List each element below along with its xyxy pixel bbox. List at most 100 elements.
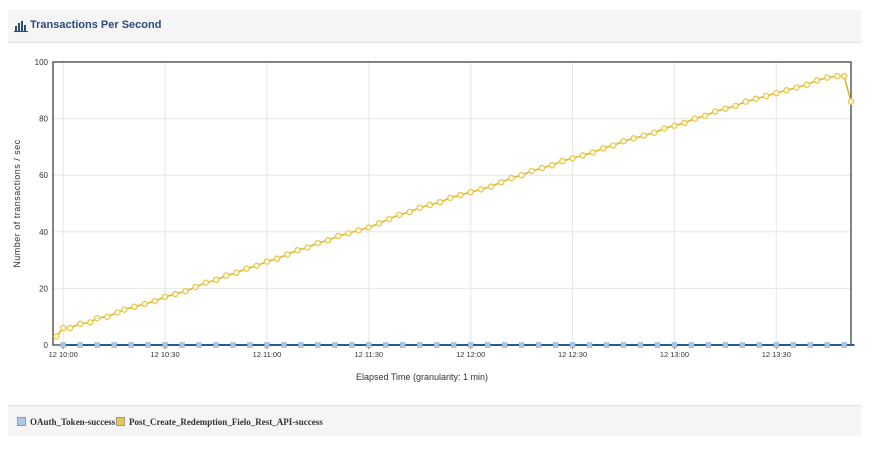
y-tick-label: 60 bbox=[39, 171, 48, 180]
series-post-create-point bbox=[202, 279, 210, 286]
series-post-create-point bbox=[803, 81, 811, 88]
series-post-create-point bbox=[477, 186, 485, 193]
series-post-create-point bbox=[650, 129, 658, 137]
series-post-create-point bbox=[131, 303, 138, 311]
series-oauth-point bbox=[145, 342, 151, 348]
series-oauth-point bbox=[569, 342, 576, 348]
series-post-create-point bbox=[76, 320, 84, 328]
chart-panel-header: Transactions Per Second bbox=[8, 10, 861, 43]
series-post-create-point bbox=[233, 269, 240, 277]
series-oauth-point bbox=[213, 342, 219, 348]
series-post-create-point bbox=[742, 98, 749, 105]
series-oauth-point bbox=[552, 342, 559, 348]
plot-area bbox=[53, 62, 851, 345]
series-post-create-point bbox=[53, 333, 60, 340]
series-post-create-point bbox=[375, 220, 383, 227]
series-post-create-point bbox=[436, 198, 444, 206]
series-post-create-point bbox=[396, 211, 403, 219]
series-post-create-point bbox=[783, 87, 790, 94]
panel-title: Transactions Per Second bbox=[30, 19, 162, 31]
series-post-create-point bbox=[548, 162, 556, 169]
series-post-create-point bbox=[273, 255, 281, 262]
series-post-create-point bbox=[406, 208, 413, 216]
series-post-create-point bbox=[314, 239, 322, 247]
series-oauth-point bbox=[60, 342, 66, 348]
series-post-create-point bbox=[538, 164, 546, 172]
series-post-create-point bbox=[773, 89, 780, 97]
series-post-create-point bbox=[59, 324, 67, 332]
y-axis-title: Number of transactions / sec bbox=[12, 139, 22, 268]
series-post-create-point bbox=[426, 201, 434, 209]
series-oauth-point bbox=[111, 342, 117, 348]
series-oauth-point bbox=[773, 342, 779, 348]
series-post-create-point bbox=[304, 244, 311, 251]
series-post-create-point bbox=[732, 102, 739, 110]
y-tick-label: 100 bbox=[35, 58, 49, 67]
series-post-create-point bbox=[66, 324, 74, 332]
chart-legend: OAuth_Token-success Post_Create_Redempti… bbox=[8, 405, 861, 436]
series-post-create-point bbox=[681, 119, 688, 127]
series-post-create-point bbox=[722, 105, 729, 112]
series-post-create-point bbox=[528, 167, 536, 175]
series-post-create-point bbox=[324, 237, 332, 244]
series-post-create-point bbox=[559, 157, 566, 165]
series-post-create-point bbox=[508, 174, 515, 182]
series-oauth-point bbox=[196, 342, 202, 348]
series-oauth-point bbox=[739, 342, 746, 348]
series-oauth-point bbox=[637, 342, 644, 348]
series-post-create-point bbox=[104, 313, 111, 320]
series-oauth-point bbox=[824, 342, 830, 348]
series-oauth-point bbox=[298, 342, 304, 348]
series-oauth-point bbox=[620, 342, 627, 348]
series-oauth-point bbox=[841, 342, 847, 348]
series-oauth-point bbox=[264, 342, 270, 348]
series-post-create-point bbox=[640, 132, 648, 139]
series-oauth-point bbox=[400, 342, 406, 348]
series-oauth-point bbox=[230, 342, 236, 348]
series-post-create-point bbox=[701, 112, 709, 120]
x-tick-label: 12 11:00 bbox=[253, 350, 282, 359]
series-post-create-point bbox=[840, 72, 848, 80]
series-oauth-point bbox=[756, 342, 763, 348]
series-post-create-point bbox=[447, 194, 454, 202]
legend-swatch-oauth bbox=[17, 417, 26, 427]
series-oauth-point bbox=[434, 342, 440, 348]
series-post-create-point bbox=[518, 171, 525, 179]
legend-item-oauth[interactable]: OAuth_Token-success bbox=[17, 416, 115, 428]
series-oauth-point bbox=[603, 342, 610, 348]
series-post-create-point bbox=[93, 314, 101, 322]
x-tick-label: 12 10:00 bbox=[49, 350, 78, 359]
legend-swatch-post-create bbox=[116, 417, 125, 427]
series-post-create-point bbox=[192, 283, 199, 291]
series-oauth-point bbox=[518, 342, 525, 348]
series-oauth-point bbox=[722, 342, 729, 348]
legend-label-oauth: OAuth_Token-success bbox=[30, 416, 116, 427]
series-oauth-point bbox=[179, 342, 185, 348]
series-post-create-point bbox=[161, 293, 169, 301]
x-tick-label: 12 10:30 bbox=[150, 350, 179, 359]
bar-chart-icon bbox=[14, 21, 28, 32]
series-oauth-point bbox=[705, 342, 712, 348]
series-post-create-point bbox=[847, 98, 855, 105]
x-tick-label: 12 11:30 bbox=[354, 350, 383, 359]
legend-item-post-create[interactable]: Post_Create_Redemption_Fielo_Rest_API-su… bbox=[116, 416, 323, 428]
series-post-create-point bbox=[253, 262, 260, 270]
series-oauth-point bbox=[281, 342, 287, 348]
series-post-create-point bbox=[284, 251, 291, 258]
y-tick-label: 40 bbox=[39, 228, 48, 237]
series-oauth-point bbox=[586, 342, 593, 348]
x-tick-label: 12 12:30 bbox=[558, 350, 587, 359]
series-oauth-point bbox=[535, 342, 542, 348]
series-post-create-point bbox=[263, 258, 271, 265]
series-post-create-point bbox=[345, 229, 352, 237]
x-tick-label: 12 13:00 bbox=[660, 350, 689, 359]
series-post-create-point bbox=[243, 265, 250, 272]
series-oauth-point bbox=[77, 342, 83, 348]
legend-label-post-create: Post_Create_Redemption_Fielo_Rest_API-su… bbox=[129, 416, 323, 427]
transactions-chart: 0 20 40 60 80 100 12 10:00 12 10:30 12 11:00 12 1… bbox=[12, 58, 855, 382]
series-post-create-point bbox=[497, 179, 505, 186]
series-post-create-point bbox=[457, 191, 464, 199]
series-oauth-point bbox=[688, 342, 695, 348]
series-oauth-point bbox=[484, 342, 491, 348]
series-post-create-point bbox=[467, 188, 474, 196]
